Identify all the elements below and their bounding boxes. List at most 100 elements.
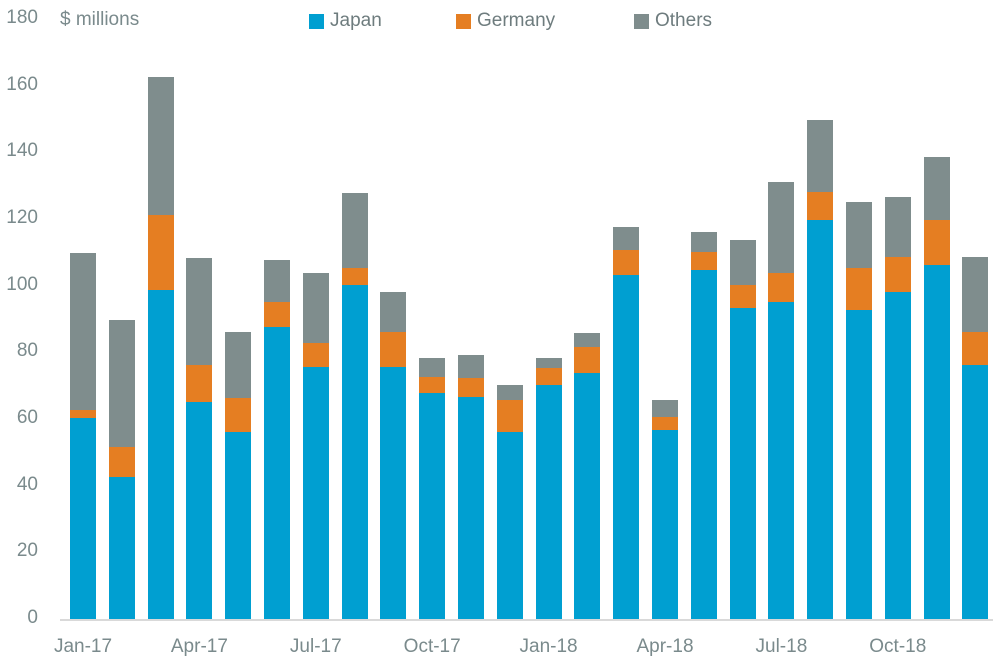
bar-segment-others-jun-17 — [264, 260, 290, 302]
bar-segment-germany-dec-18 — [962, 331, 989, 365]
x-axis-tick-label: Jul-18 — [755, 636, 808, 657]
y-axis-tick-label: 0 — [27, 607, 38, 628]
bar-segment-japan-sep-17 — [380, 366, 407, 620]
bar-segment-germany-jun-18 — [729, 285, 756, 309]
bar-segment-germany-oct-18 — [884, 256, 911, 292]
bar-segment-others-jul-18 — [768, 181, 795, 274]
bar-segment-others-jan-18 — [535, 358, 562, 369]
bar-segment-japan-apr-17 — [186, 401, 213, 620]
bar-segment-germany-jul-18 — [768, 273, 795, 302]
bar-segment-others-nov-18 — [923, 156, 950, 220]
bar-segment-others-feb-18 — [574, 333, 601, 347]
bar-segment-others-jan-17 — [70, 253, 96, 410]
y-axis-tick-label: 60 — [16, 407, 38, 428]
y-axis-unit-label: $ millions — [60, 9, 140, 30]
x-axis-tick-label: Apr-17 — [170, 636, 228, 657]
bar-segment-japan-jun-17 — [264, 326, 290, 620]
bar-segment-others-nov-17 — [458, 355, 484, 379]
bar-segment-others-oct-18 — [884, 196, 911, 257]
bar-segment-others-sep-17 — [380, 291, 407, 332]
legend-item-japan: Japan — [309, 10, 382, 31]
bar-segment-japan-aug-17 — [341, 285, 368, 620]
y-axis-tick-label: 160 — [6, 73, 38, 95]
bar-segment-japan-jul-17 — [302, 366, 329, 620]
y-axis-tick-label: 140 — [6, 140, 38, 162]
bar-segment-germany-feb-17 — [108, 446, 135, 477]
bar-segment-others-may-17 — [225, 331, 252, 399]
legend-swatch-japan-icon — [309, 13, 324, 29]
bar-segment-germany-dec-17 — [496, 400, 523, 432]
y-axis-tick-label: 80 — [16, 340, 38, 362]
bar-segment-germany-may-17 — [225, 398, 252, 432]
bar-segment-japan-jun-18 — [729, 308, 756, 620]
bar-segment-japan-may-17 — [225, 431, 252, 620]
bar-segment-others-feb-17 — [108, 320, 135, 447]
bar-segment-others-apr-17 — [186, 258, 213, 365]
bar-segment-germany-jan-18 — [535, 368, 562, 385]
legend-swatch-germany-icon — [456, 13, 471, 29]
bar-segment-others-jun-18 — [729, 240, 756, 285]
bar-segment-germany-jul-17 — [302, 343, 329, 367]
bar-segment-germany-aug-17 — [341, 268, 368, 285]
bar-segment-japan-mar-17 — [147, 290, 174, 620]
y-axis-tick-label: 40 — [16, 473, 38, 495]
x-axis-tick-label: Oct-17 — [403, 636, 461, 657]
bar-segment-japan-nov-17 — [458, 396, 484, 620]
bar-segment-japan-apr-18 — [652, 430, 678, 620]
legend-swatch-others-icon — [634, 13, 649, 29]
y-axis-tick-label: 180 — [6, 7, 38, 28]
bar-segment-japan-oct-17 — [419, 393, 446, 620]
bar-segment-japan-may-18 — [690, 270, 717, 620]
bar-segment-japan-nov-18 — [923, 265, 950, 620]
bar-segment-japan-jul-18 — [768, 301, 795, 620]
bar-segment-others-aug-17 — [341, 193, 368, 269]
x-axis-tick-label: Apr-18 — [636, 636, 694, 657]
bar-segment-germany-sep-17 — [380, 331, 407, 367]
bar-segment-others-mar-17 — [147, 76, 174, 215]
bar-segment-japan-dec-17 — [496, 431, 523, 620]
bar-segment-japan-jan-17 — [70, 418, 96, 620]
bar-segment-japan-feb-17 — [108, 476, 135, 620]
bar-segment-others-jul-17 — [302, 273, 329, 344]
bar-segment-germany-jun-17 — [264, 301, 290, 327]
bar-segment-japan-mar-18 — [613, 275, 640, 620]
bar-segment-japan-feb-18 — [574, 373, 601, 620]
y-axis-tick-label: 20 — [16, 540, 38, 562]
bar-segment-germany-feb-18 — [574, 346, 601, 374]
y-axis-tick-label: 120 — [6, 207, 38, 228]
bar-segment-germany-oct-17 — [419, 376, 446, 394]
legend-label-germany: Germany — [477, 10, 556, 31]
bar-segment-others-dec-17 — [496, 385, 523, 400]
bar-segment-others-sep-18 — [846, 201, 872, 269]
bar-segment-germany-apr-18 — [652, 416, 678, 430]
bar-segment-germany-nov-17 — [458, 378, 484, 397]
bar-segment-germany-jan-17 — [70, 410, 96, 419]
x-axis-line — [60, 619, 993, 621]
bar-segment-others-mar-18 — [613, 226, 640, 250]
x-axis-tick-label: Jul-17 — [289, 636, 342, 657]
bar-segment-germany-sep-18 — [846, 268, 872, 310]
bar-segment-germany-nov-18 — [923, 220, 950, 265]
legend-label-others: Others — [655, 10, 713, 31]
bar-segment-others-dec-18 — [962, 256, 989, 332]
bar-segment-japan-oct-18 — [884, 291, 911, 620]
x-axis-tick-label: Oct-18 — [869, 636, 927, 657]
bar-segment-japan-aug-18 — [807, 220, 834, 620]
legend-item-germany: Germany — [456, 10, 556, 31]
bar-segment-germany-apr-17 — [186, 365, 213, 402]
bar-segment-germany-may-18 — [690, 251, 717, 270]
bar-segment-germany-aug-18 — [807, 191, 834, 220]
bar-segment-germany-mar-17 — [147, 215, 174, 290]
bar-segment-japan-jan-18 — [535, 385, 562, 620]
bar-segment-others-apr-18 — [652, 400, 678, 417]
legend-label-japan: Japan — [330, 10, 382, 31]
x-axis-tick-label: Jan-17 — [53, 636, 113, 657]
x-axis-tick-label: Jan-18 — [519, 636, 578, 657]
bar-segment-japan-sep-18 — [846, 310, 872, 620]
bar-segment-others-oct-17 — [419, 358, 446, 377]
bar-segment-others-may-18 — [690, 231, 717, 252]
y-axis-tick-label: 100 — [6, 273, 38, 295]
legend-item-others: Others — [634, 10, 713, 31]
bar-segment-japan-dec-18 — [962, 365, 989, 620]
